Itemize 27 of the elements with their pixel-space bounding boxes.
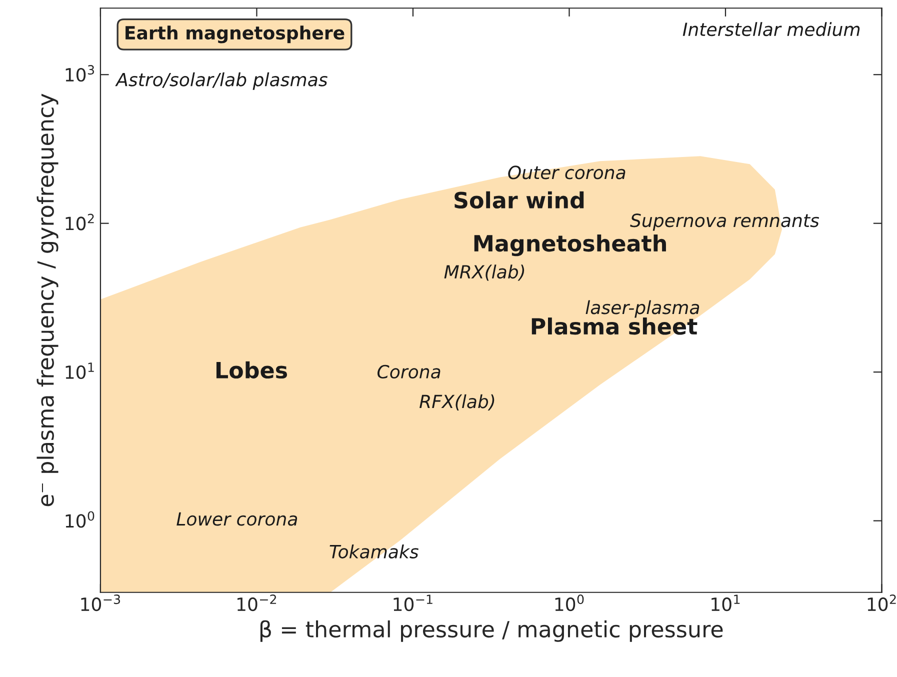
y-tick-label: 10$^{1}$	[66, 362, 94, 380]
annotation: Solar wind	[454, 191, 584, 209]
annotation: Supernova remnants	[630, 214, 820, 231]
annotation: Plasma sheet	[532, 318, 698, 335]
annotation: Magnetosheath	[474, 234, 666, 256]
annotation: Corona	[378, 364, 440, 379]
x-axis-title: β = thermal pressure / magnetic pressure	[260, 620, 723, 642]
y-tick-label: 10$^{3}$	[66, 65, 94, 82]
x-tick-label: 10$^{1}$	[712, 594, 740, 612]
annotation: MRX(lab)	[444, 264, 524, 281]
y-axis-title: e⁻ plasma frequency / gyrofrequency	[36, 94, 58, 506]
annotation: Astro/solar/lab plasmas	[115, 72, 328, 90]
y-tick-label: 10$^{2}$	[66, 214, 94, 230]
x-tick-label: 10$^{2}$	[868, 594, 896, 612]
annotation: Lower corona	[176, 512, 298, 526]
x-tick-label: 10$^{−1}$	[394, 594, 432, 612]
annotation: Tokamaks	[330, 544, 418, 558]
annotation: Earth magnetosphere	[126, 26, 344, 44]
annotation: Lobes	[216, 361, 288, 379]
annotation: Outer corona	[508, 166, 626, 180]
y-tick-label: 10$^{0}$	[66, 511, 94, 528]
annotation: laser-plasma	[586, 300, 700, 318]
annotation: Interstellar medium	[682, 22, 860, 36]
annotation: RFX(lab)	[420, 394, 494, 410]
x-tick-label: 10$^{−3}$	[81, 594, 120, 612]
x-tick-label: 10$^{−2}$	[237, 594, 276, 612]
x-tick-label: 10$^{0}$	[555, 594, 584, 612]
